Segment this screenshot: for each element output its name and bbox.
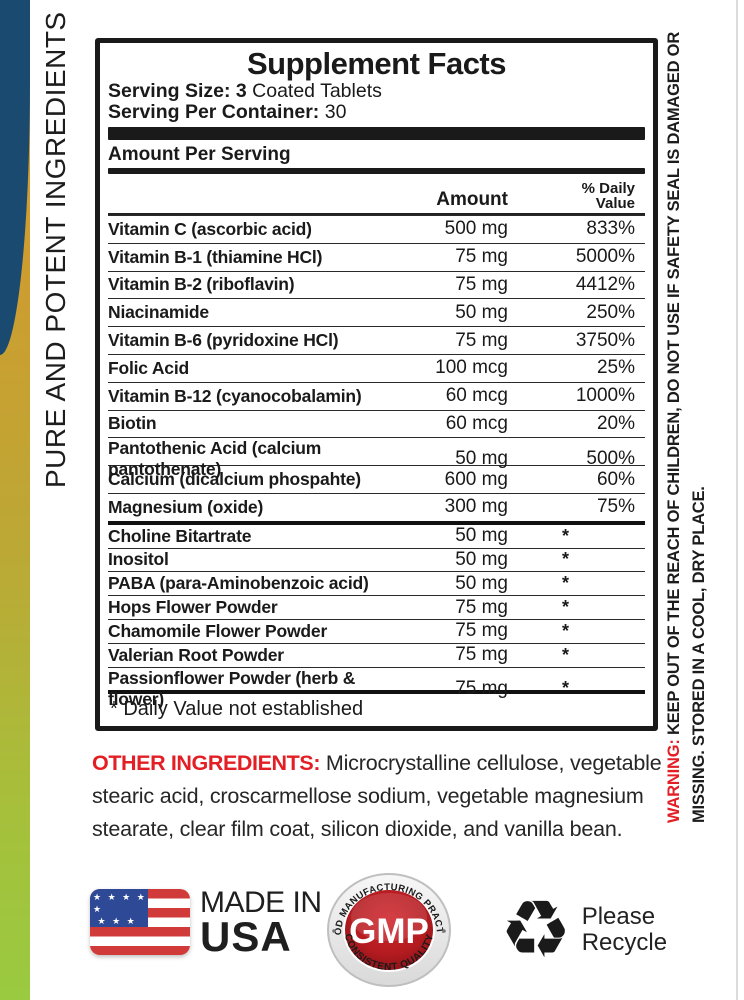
- table-row: Chamomile Flower Powder 75 mg *: [108, 618, 645, 643]
- table-row: Magnesium (oxide) 300 mg 75%: [108, 492, 645, 521]
- please-recycle-badge: ♻ Please Recycle: [500, 890, 667, 970]
- table-row: Choline Bitartrate 50 mg *: [108, 520, 645, 548]
- gmp-seal: GMP GOOD MANUFACTURING PRACTICE CONSISTE…: [322, 863, 452, 994]
- serving-size-line: Serving Size: 3 Coated Tablets: [108, 81, 645, 102]
- table-row: Valerian Root Powder 75 mg *: [108, 642, 645, 667]
- gmp-seal-icon: GMP GOOD MANUFACTURING PRACTICE CONSISTE…: [322, 863, 451, 987]
- header-amount: Amount: [436, 189, 508, 210]
- other-ingredients-label: OTHER INGREDIENTS:: [92, 751, 321, 775]
- table-row: Hops Flower Powder 75 mg *: [108, 595, 645, 619]
- gmp-center-text: GMP: [349, 912, 429, 951]
- amount-per-serving-heading: Amount Per Serving: [108, 144, 291, 165]
- divider-bar-thick: [108, 127, 645, 140]
- flag-canton-stars: ★ ★ ★ ★ ★ ★ ★ ★ ★★ ★ ★ ★ ★: [90, 889, 148, 927]
- supplement-facts-panel: Supplement Facts Serving Size: 3 Coated …: [95, 38, 658, 731]
- servings-value: 30: [319, 100, 347, 123]
- recycle-icon: ♻: [500, 883, 572, 976]
- table-row: Passionflower Powder (herb & flower) 75 m…: [108, 666, 645, 709]
- warning-line-2: MISSING. STORED IN A COOL, DRY PLACE.: [690, 486, 708, 823]
- serving-size-label: Serving Size: 3: [108, 80, 247, 102]
- table-row: Niacinamide 50 mg 250%: [108, 298, 645, 326]
- table-row: Folic Acid 100 mcg 25%: [108, 353, 645, 382]
- usa-flag-icon: ★ ★ ★ ★ ★ ★ ★ ★ ★★ ★ ★ ★ ★: [90, 889, 190, 955]
- servings-label: Serving Per Container:: [108, 100, 320, 123]
- other-ingredients-text: Microcrystalline cellulose, vegetable st…: [92, 751, 662, 841]
- table-header: Amount % Daily Value: [108, 174, 645, 215]
- table-row: Vitamin B-12 (cyanocobalamin) 60 mcg 1000%: [108, 381, 645, 410]
- left-gradient-strip: [0, 0, 30, 1000]
- header-daily-value: % Daily Value: [581, 180, 635, 212]
- navy-curve-shape: [0, 0, 30, 355]
- other-ingredients-paragraph: OTHER INGREDIENTS: Microcrystalline cell…: [92, 747, 664, 846]
- made-in-usa-text: MADE IN USA: [200, 886, 322, 960]
- warning-line-1: WARNING: KEEP OUT OF THE REACH OF CHILDR…: [662, 32, 687, 823]
- tagline-vertical-text: PURE AND POTENT INGREDIENTS: [40, 11, 71, 488]
- table-row: Vitamin B-1 (thiamine HCl) 75 mg 5000%: [108, 242, 645, 271]
- warning-vertical-text: WARNING: KEEP OUT OF THE REACH OF CHILDR…: [662, 32, 712, 823]
- made-in-usa-badge: ★ ★ ★ ★ ★ ★ ★ ★ ★★ ★ ★ ★ ★ MADE IN USA: [90, 886, 322, 960]
- table-row: Inositol 50 mg *: [108, 547, 645, 572]
- please-recycle-text: Please Recycle: [581, 903, 668, 956]
- warning-label: WARNING:: [665, 739, 683, 823]
- table-row: Vitamin B-6 (pyridoxine HCl) 75 mg 3750%: [108, 326, 645, 354]
- divider-bar-medium: [108, 168, 645, 174]
- table-row: Calcium (dicalcium phospahte) 600 mg 60%: [108, 465, 645, 493]
- servings-per-container-line: Serving Per Container: 30: [108, 100, 645, 123]
- label-edge-line: [736, 0, 738, 1000]
- panel-title: Supplement Facts: [247, 46, 507, 81]
- warning-line-1-text: KEEP OUT OF THE REACH OF CHILDREN, DO NO…: [665, 31, 683, 740]
- table-row: Biotin 60 mcg 20%: [108, 409, 645, 438]
- daily-value-footnote: * Daily Value not established: [108, 690, 645, 725]
- table-row: PABA (para-Aminobenzoic acid) 50 mg *: [108, 571, 645, 595]
- table-row: Vitamin B-2 (riboflavin) 75 mg 4412%: [108, 270, 645, 299]
- table-row: Pantothenic Acid (calcium pantothenate) 5…: [108, 437, 645, 479]
- made-in-label: MADE IN: [200, 886, 322, 919]
- serving-size-value: Coated Tablets: [246, 80, 382, 102]
- usa-label: USA: [200, 913, 292, 960]
- table-row: Vitamin C (ascorbic acid) 500 mg 833%: [108, 215, 645, 243]
